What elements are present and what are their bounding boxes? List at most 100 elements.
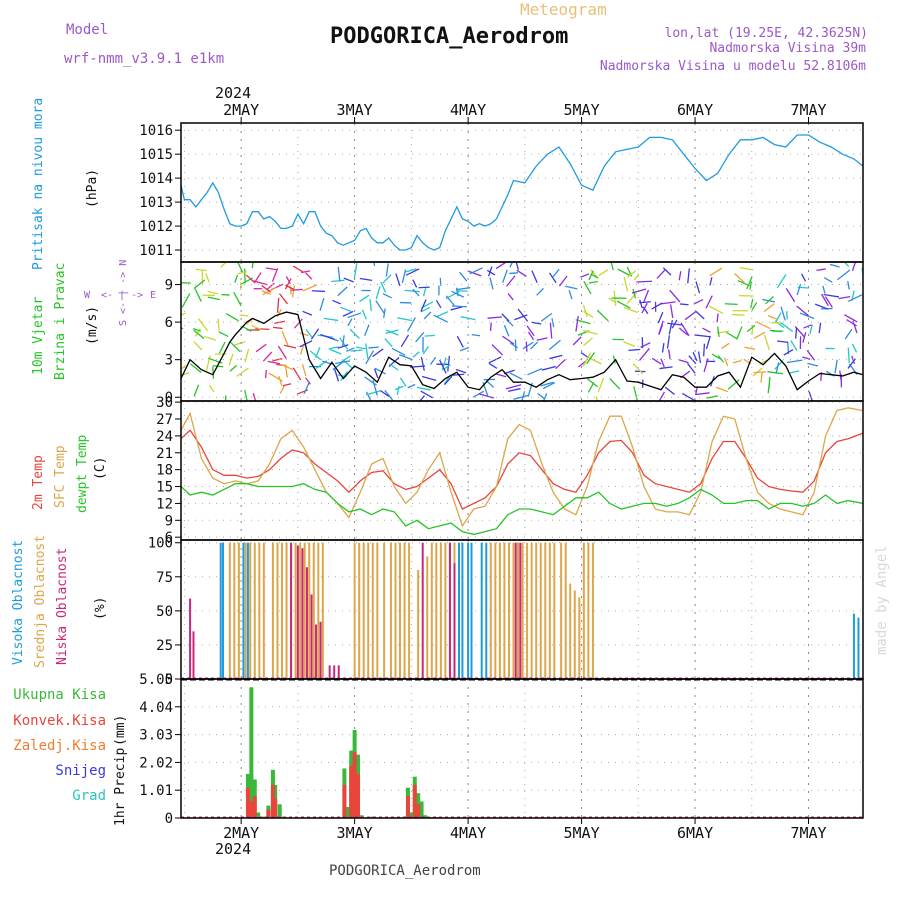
wind-arrow xyxy=(285,276,291,284)
wind-arrow xyxy=(207,290,219,295)
bar-low xyxy=(301,548,304,679)
wind-arrow xyxy=(684,310,697,321)
bar-low xyxy=(519,542,522,679)
wind-arrow xyxy=(450,306,463,311)
wind-arrow xyxy=(640,342,651,348)
wind-arrow xyxy=(337,286,348,297)
top-day-label: 2MAY xyxy=(223,101,259,119)
bar-mid xyxy=(308,542,311,679)
bar-mid xyxy=(362,542,365,679)
bar-mid xyxy=(573,590,576,679)
wind-arrow xyxy=(796,283,802,296)
wind-arrow xyxy=(373,368,379,379)
wind-arrow xyxy=(548,339,561,351)
wind-arrow xyxy=(608,297,617,304)
wind-arrow xyxy=(776,274,787,289)
wind-arrow xyxy=(525,341,528,352)
wind-arrow xyxy=(542,393,548,401)
wind-arrow xyxy=(662,267,672,276)
ytick-label: 1.01 xyxy=(139,783,173,799)
wind-arrow xyxy=(197,318,209,332)
wind-arrow xyxy=(572,336,582,346)
wind-arrow xyxy=(509,272,518,275)
wind-arrow xyxy=(753,331,766,339)
wind-arrow xyxy=(851,262,857,271)
wind-arrow xyxy=(382,293,392,299)
wind-arrow xyxy=(749,281,753,290)
bar-mid xyxy=(285,542,288,679)
wind-arrow xyxy=(459,346,470,352)
bar-low xyxy=(421,542,424,679)
wind-compass-w: W xyxy=(84,290,91,301)
bar-mid xyxy=(376,542,379,679)
wind-arrow xyxy=(678,327,689,336)
ytick-label: 1013 xyxy=(139,195,173,211)
wind-arrow xyxy=(844,328,853,340)
bar-mid xyxy=(299,542,302,679)
wind-arrow xyxy=(368,346,379,349)
wind-arrow xyxy=(822,285,826,294)
meteogram-label: Meteogram xyxy=(520,0,607,19)
wind-arrow xyxy=(516,269,527,277)
panel-precip-frame xyxy=(180,678,864,819)
wind-arrow xyxy=(583,329,598,335)
wind-arrow xyxy=(756,321,771,330)
wind-arrow xyxy=(509,262,514,268)
wind-arrow xyxy=(416,386,431,391)
wind-arrow xyxy=(527,331,535,340)
bottom-day-label: 3MAY xyxy=(337,824,373,842)
wind-arrow xyxy=(388,363,399,371)
wind-arrow xyxy=(420,390,433,399)
wind-arrow xyxy=(796,305,809,317)
wind-arrow xyxy=(542,382,556,390)
wind-arrow xyxy=(445,295,455,306)
wind-arrows xyxy=(181,262,863,401)
wind-arrow xyxy=(536,287,544,296)
wind-arrow xyxy=(181,293,191,308)
bar-mid xyxy=(530,542,533,679)
wind-arrow xyxy=(694,334,711,338)
wind-arrow xyxy=(310,328,320,340)
wind-arrow xyxy=(396,385,400,396)
wind-unit: (m/s) xyxy=(85,306,100,345)
legend-item: Ukupna Kisa xyxy=(13,687,106,703)
wind-arrow xyxy=(472,390,485,398)
bar-low xyxy=(453,563,456,679)
bar-mid xyxy=(244,542,247,679)
wind-arrow xyxy=(380,281,387,293)
wind-arrow xyxy=(340,306,352,313)
legend-item: Zaledj.Kisa xyxy=(13,738,106,754)
wind-arrow xyxy=(636,280,652,283)
wind-arrow xyxy=(349,328,360,339)
wind-arrow xyxy=(657,311,664,324)
wind-arrow xyxy=(709,277,713,286)
bar-mid xyxy=(560,542,563,679)
wind-arrow xyxy=(394,385,404,391)
wind-arrow xyxy=(852,320,858,334)
wind-arrow xyxy=(469,267,483,275)
wind-arrow xyxy=(221,293,230,296)
wind-arrow xyxy=(332,299,341,305)
bar-convective xyxy=(356,773,361,818)
bar-high xyxy=(852,613,855,679)
wind-arrow xyxy=(703,358,709,373)
wind-arrow xyxy=(692,351,698,362)
top-day-label: 6MAY xyxy=(677,101,713,119)
panel-pressure-frame xyxy=(180,122,864,263)
wind-arrow xyxy=(669,304,674,319)
wind-arrow xyxy=(829,263,840,268)
wind-arrow xyxy=(468,270,482,277)
wind-arrow xyxy=(765,296,775,305)
wind-arrow xyxy=(820,293,829,307)
bar-mid xyxy=(249,542,252,679)
wind-arrow xyxy=(632,288,637,299)
wind-arrow xyxy=(627,270,637,278)
wind-arrow xyxy=(715,386,729,393)
bar-low xyxy=(514,542,517,679)
wind-arrow xyxy=(239,314,249,317)
wind-arrow xyxy=(305,328,314,339)
bar-total xyxy=(345,806,350,818)
wind-arrow xyxy=(319,298,325,311)
